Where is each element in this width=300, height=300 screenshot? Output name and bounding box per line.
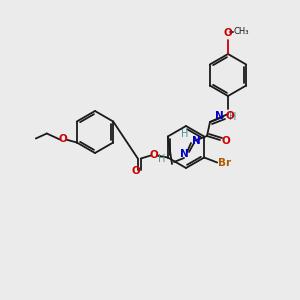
Text: O: O	[224, 28, 232, 38]
Text: N: N	[192, 136, 201, 146]
Text: H: H	[181, 129, 188, 139]
Text: H: H	[158, 154, 165, 164]
Text: Br: Br	[218, 158, 231, 167]
Text: H: H	[229, 112, 236, 122]
Text: CH₃: CH₃	[234, 28, 250, 37]
Text: O: O	[222, 136, 231, 146]
Text: O: O	[131, 167, 140, 176]
Text: N: N	[215, 111, 224, 121]
Text: N: N	[180, 149, 188, 159]
Text: O: O	[149, 151, 158, 160]
Text: O: O	[225, 111, 234, 121]
Text: O: O	[58, 134, 67, 145]
